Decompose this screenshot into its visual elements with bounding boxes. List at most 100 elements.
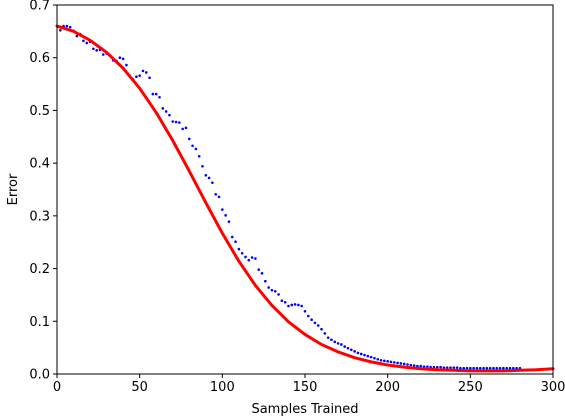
scatter-point [402,362,406,366]
scatter-point [485,366,489,370]
scatter-point [435,365,439,369]
scatter-point [264,279,267,283]
scatter-point [416,364,419,368]
scatter-point [217,195,221,199]
scatter-point [270,288,274,292]
y-axis: 0.0 0.1 0.2 0.3 0.4 0.5 0.6 0.7 [29,0,57,383]
scatter-point [343,345,346,348]
scatter-point [267,286,270,289]
scatter-point [151,92,155,96]
scatter-point [406,363,409,366]
scatter-point [207,176,211,180]
scatter-point [330,338,333,342]
y-tick-label: 0.0 [29,368,50,383]
scatter-point [465,366,469,370]
scatter-point [194,147,198,151]
scatter-point [273,289,277,293]
scatter-point [455,366,459,369]
scatter-point [310,318,313,322]
scatter-point [95,49,98,52]
scatter-point [164,110,168,113]
scatter-point [426,365,429,368]
scatter-point [280,299,284,303]
scatter-point [383,359,386,363]
scatter-point [260,272,264,275]
scatter-point [230,235,234,239]
scatter-point [498,366,502,370]
scatter-point [369,355,373,359]
scatter-point [125,63,128,67]
scatter-point [254,257,257,260]
scatter-point [389,360,393,364]
x-tick-label: 250 [458,380,483,395]
fit-line [55,24,555,373]
scatter-point [214,192,218,196]
plot-area [55,24,555,373]
scatter-point [181,127,184,131]
scatter-point [333,340,337,344]
scatter-point [502,366,505,370]
scatter-point [240,251,244,255]
scatter-point [92,47,95,51]
scatter-point [419,364,423,368]
scatter-point [118,56,122,60]
scatter-point [290,303,294,307]
scatter-point [168,113,171,117]
scatter-point [148,76,151,80]
scatter-point [452,366,456,369]
scatter-point [277,293,280,296]
scatter-point [313,321,317,325]
scatter-point [257,268,261,271]
scatter-point [237,247,241,251]
scatter-series [59,24,522,370]
scatter-point [320,327,323,331]
scatter-point [508,366,512,370]
scatter-point [346,346,350,350]
y-tick-label: 0.3 [29,209,50,224]
x-axis-label: Samples Trained [251,402,358,417]
plot-frame [56,4,554,375]
scatter-point [373,356,376,360]
scatter-point [82,39,85,43]
scatter-point [412,364,416,367]
scatter-point [316,324,320,327]
scatter-point [197,154,201,158]
x-tick-label: 0 [53,380,61,395]
scatter-point [204,173,208,177]
scatter-point [247,258,251,262]
scatter-point [211,181,214,184]
scatter-point [422,365,426,368]
scatter-point [399,362,403,365]
scatter-point [303,309,307,313]
scatter-point [187,137,191,141]
x-tick-label: 50 [131,380,148,395]
scatter-point [505,366,509,370]
y-tick-label: 0.2 [29,262,50,277]
scatter-point [336,342,340,345]
scatter-point [379,358,383,362]
scatter-point [512,366,515,370]
scatter-point [396,361,399,365]
scatter-point [135,75,138,78]
scatter-point [449,366,452,369]
scatter-point [326,336,330,339]
scatter-point [141,69,145,73]
scatter-point [297,303,300,307]
scatter-point [283,301,287,304]
scatter-point [459,366,462,370]
y-tick-label: 0.6 [29,51,50,66]
scatter-point [158,95,161,99]
scatter-point [472,366,475,370]
scatter-point [366,354,370,358]
scatter-point [492,366,495,370]
x-tick-label: 150 [293,380,318,395]
scatter-point [462,366,466,370]
scatter-point [224,214,227,217]
scatter-point [250,256,254,259]
scatter-point [300,304,303,308]
scatter-point [293,303,297,306]
scatter-point [469,366,472,370]
scatter-point [478,366,482,370]
scatter-point [221,208,224,211]
